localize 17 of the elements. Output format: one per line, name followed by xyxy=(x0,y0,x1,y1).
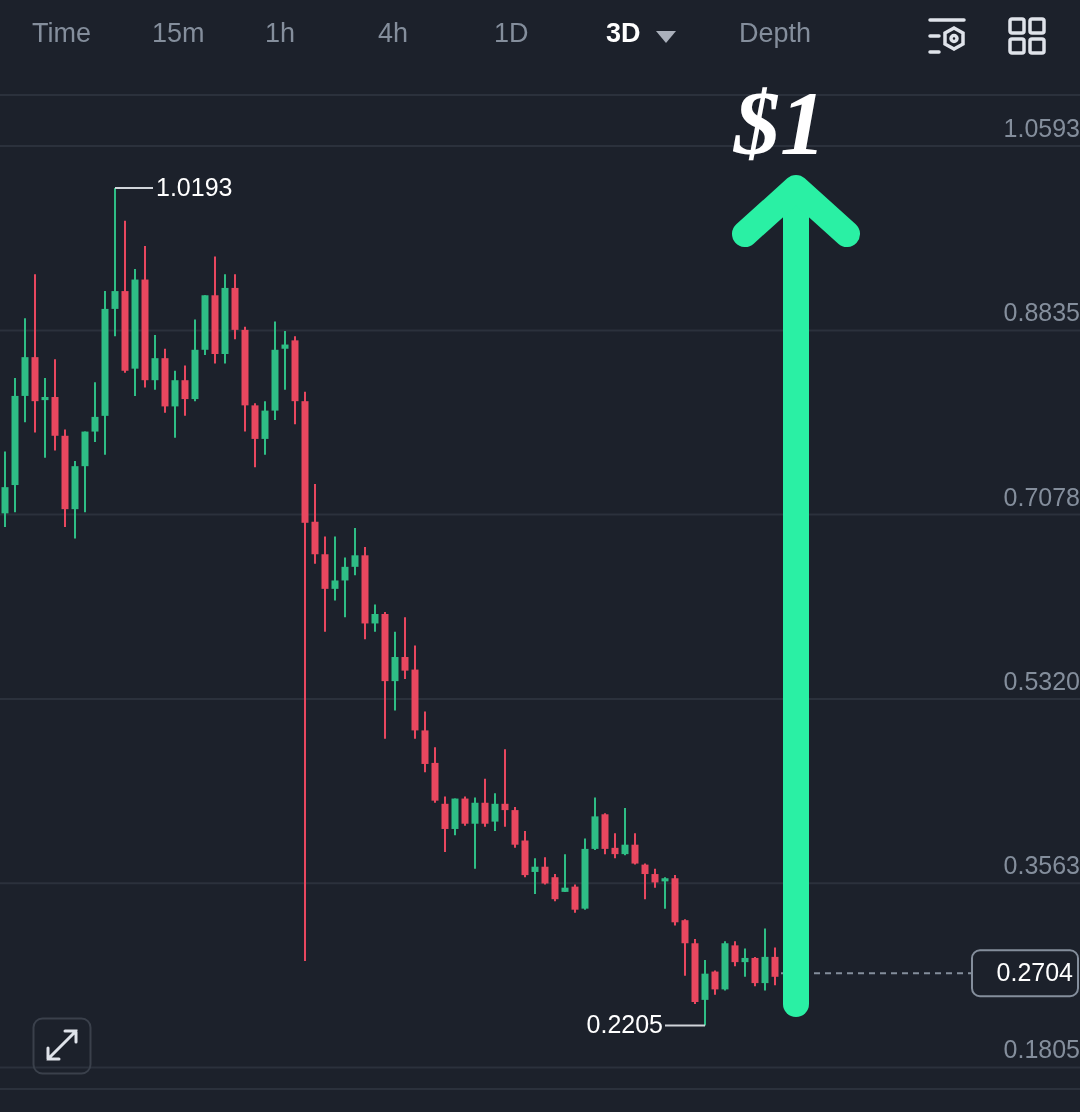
annotation: 1.0193 xyxy=(156,172,233,201)
y-tick-label: 1.0593 xyxy=(1003,113,1080,142)
annotation: $1 xyxy=(732,72,826,174)
y-tick-label: 0.7078 xyxy=(1003,482,1080,511)
annotation: 0.2205 xyxy=(586,1010,663,1039)
text: 1D xyxy=(494,18,529,49)
text: Depth xyxy=(739,18,812,49)
ref-line-label: 0.2704 xyxy=(996,958,1074,987)
y-tick-label: 0.5320 xyxy=(1003,666,1080,695)
y-tick-label: 0.3563 xyxy=(1003,851,1080,880)
y-tick-label: 0.1805 xyxy=(1003,1035,1080,1064)
text: 4h xyxy=(378,18,409,49)
text: Time xyxy=(32,18,91,49)
y-tick-label: 0.8835 xyxy=(1003,298,1080,327)
text: 1h xyxy=(265,18,296,49)
text: 15m xyxy=(152,18,205,49)
text: 3D xyxy=(606,18,641,49)
